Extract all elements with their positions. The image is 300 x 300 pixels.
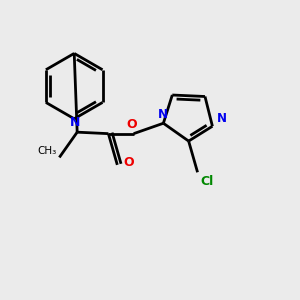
Text: N: N	[158, 108, 168, 121]
Text: CH₃: CH₃	[38, 146, 57, 156]
Text: O: O	[127, 118, 137, 131]
Text: N: N	[217, 112, 227, 125]
Text: Cl: Cl	[200, 175, 214, 188]
Text: O: O	[124, 156, 134, 169]
Text: N: N	[70, 116, 80, 129]
